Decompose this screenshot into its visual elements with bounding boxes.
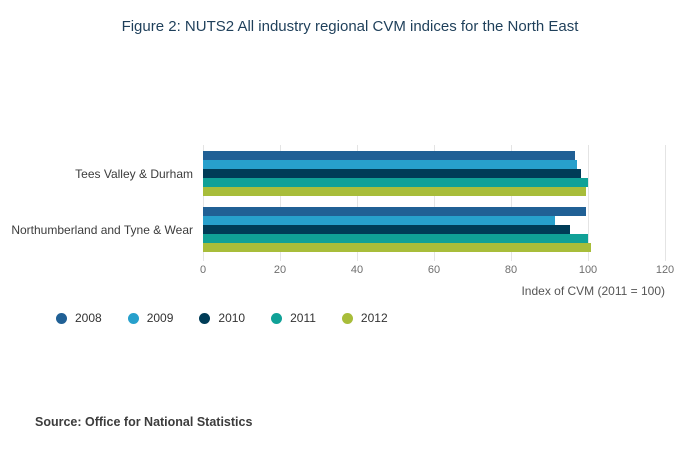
category-label: Northumberland and Tyne & Wear [11, 222, 193, 237]
legend-item-2011[interactable]: 2011 [271, 311, 316, 325]
gridline [280, 145, 281, 261]
source-note: Source: Office for National Statistics [35, 415, 253, 429]
legend-swatch-icon [127, 312, 139, 324]
gridline [203, 145, 204, 261]
x-axis-ticks: 0 20 40 60 80 100 120 [199, 264, 674, 278]
legend-label: 2011 [290, 311, 316, 325]
legend-item-2010[interactable]: 2010 [199, 311, 245, 325]
legend-item-2012[interactable]: 2012 [341, 311, 388, 325]
legend-swatch-icon [199, 312, 211, 324]
plot-area [203, 145, 666, 261]
legend-item-2008[interactable]: 2008 [56, 311, 102, 325]
legend-label: 2012 [360, 311, 388, 325]
x-tick-label: 60 [427, 264, 441, 276]
x-tick-label: 20 [273, 264, 287, 276]
bar-2009 [203, 160, 578, 169]
chart-title: Figure 2: NUTS2 All industry regional CV… [121, 18, 579, 36]
gridline [588, 145, 589, 261]
x-tick-label: 40 [350, 264, 364, 276]
x-tick-label: 120 [655, 264, 675, 276]
bar-2012 [203, 243, 592, 252]
x-tick-label: 0 [199, 264, 207, 276]
gridline [357, 145, 358, 261]
x-axis-title: Index of CVM (2011 = 100) [521, 284, 665, 298]
x-tick-label: 80 [504, 264, 518, 276]
bar-2010 [203, 225, 570, 234]
legend-swatch-icon [271, 312, 283, 324]
gridline [665, 145, 666, 261]
bar-2011 [203, 234, 588, 243]
legend-label: 2008 [75, 311, 102, 325]
bar-2008 [203, 151, 575, 160]
legend-label: 2009 [146, 311, 174, 325]
gridline [434, 145, 435, 261]
legend-item-2009[interactable]: 2009 [127, 311, 174, 325]
legend-swatch-icon [341, 312, 353, 324]
category-axis: Tees Valley & Durham Northumberland and T… [0, 145, 193, 261]
bar-2008 [203, 207, 587, 216]
legend-swatch-icon [56, 312, 67, 324]
bar-2009 [203, 216, 555, 225]
bar-2010 [203, 169, 581, 178]
category-label: Tees Valley & Durham [75, 166, 193, 181]
bar-2012 [203, 187, 586, 196]
legend: 2008 2009 2010 2011 2012 [56, 311, 388, 325]
bar-2011 [203, 178, 588, 187]
x-tick-label: 100 [578, 264, 598, 276]
legend-label: 2010 [218, 311, 246, 325]
gridline [511, 145, 512, 261]
